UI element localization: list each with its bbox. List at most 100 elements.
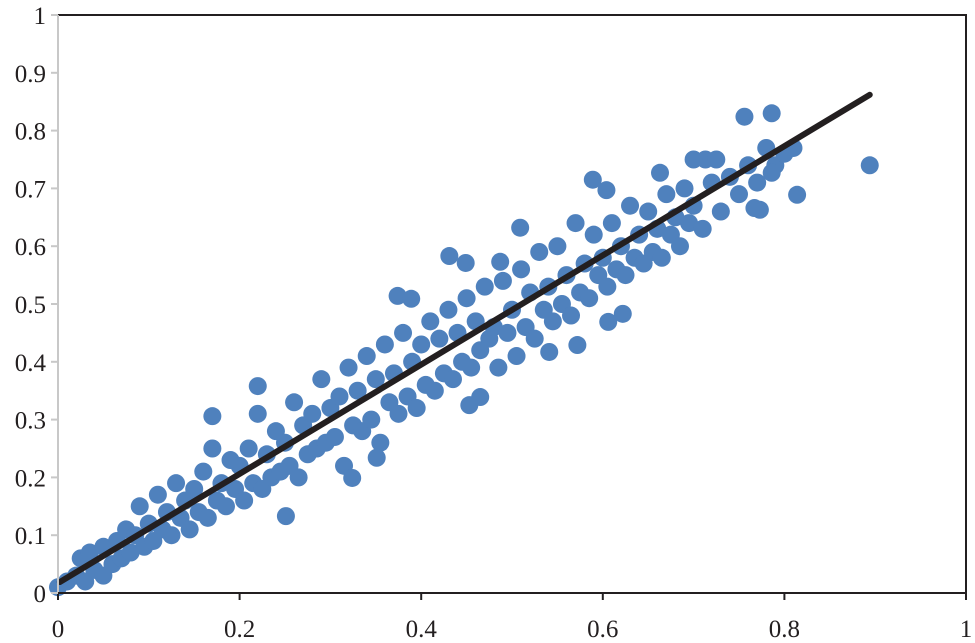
data-point — [148, 485, 167, 504]
data-point — [580, 289, 599, 308]
y-tick-label: 0.1 — [15, 523, 46, 550]
data-point — [745, 199, 764, 218]
data-point — [289, 468, 308, 487]
data-point — [583, 170, 602, 189]
x-tick-label: 0.8 — [769, 616, 800, 643]
data-point — [498, 323, 517, 342]
data-point — [425, 381, 444, 400]
data-point — [525, 329, 544, 348]
data-point — [203, 439, 222, 458]
y-tick-label: 0.2 — [15, 465, 46, 492]
data-point — [491, 252, 510, 271]
data-point — [788, 185, 807, 204]
points-layer — [49, 104, 879, 597]
data-point — [421, 312, 440, 331]
data-point — [407, 399, 426, 418]
data-point — [680, 214, 699, 233]
data-point — [762, 104, 781, 123]
y-tick-label: 0.9 — [15, 61, 46, 88]
y-tick-label: 1 — [34, 3, 47, 30]
data-point — [402, 289, 421, 308]
data-point — [80, 543, 99, 562]
data-point — [130, 497, 149, 516]
data-point — [530, 242, 549, 261]
y-tick-label: 0.6 — [15, 234, 46, 261]
y-tick-label: 0.8 — [15, 119, 46, 146]
data-point — [121, 543, 140, 562]
data-point — [512, 260, 531, 279]
x-tick-label: 0.2 — [224, 616, 255, 643]
data-point — [597, 181, 616, 200]
data-point — [325, 427, 344, 446]
data-point — [693, 219, 712, 238]
data-point — [566, 214, 585, 233]
data-point — [598, 277, 617, 296]
data-point — [670, 237, 689, 256]
data-point — [203, 407, 222, 426]
data-point — [711, 202, 730, 221]
data-point — [388, 286, 407, 305]
data-point — [394, 323, 413, 342]
data-point — [430, 329, 449, 348]
data-point — [439, 300, 458, 319]
data-point — [657, 185, 676, 204]
y-ticks: 0 0.1 0.2 0.3 0.4 0.5 0.6 0.7 0.8 0.9 1 — [15, 3, 58, 608]
data-point — [462, 358, 481, 377]
data-point — [357, 347, 376, 366]
data-point — [339, 358, 358, 377]
data-point — [489, 358, 508, 377]
data-point — [548, 237, 567, 256]
data-point — [235, 491, 254, 510]
fit-line — [56, 91, 873, 586]
data-point — [543, 312, 562, 331]
data-point — [507, 347, 526, 366]
data-point — [443, 370, 462, 389]
data-point — [457, 289, 476, 308]
data-point — [248, 377, 267, 396]
data-point — [735, 107, 754, 126]
data-point — [216, 497, 235, 516]
data-point — [675, 179, 694, 198]
data-point — [471, 388, 490, 407]
data-point — [860, 156, 879, 175]
data-point — [375, 335, 394, 354]
data-point — [639, 202, 658, 221]
data-point — [456, 253, 475, 272]
data-point — [613, 304, 632, 323]
x-ticks: 0 0.2 0.4 0.6 0.8 1 — [52, 593, 972, 643]
data-point — [285, 393, 304, 412]
x-tick-label: 0.4 — [406, 616, 438, 643]
y-tick-label: 0.7 — [15, 176, 46, 203]
data-point — [475, 277, 494, 296]
y-tick-label: 0.5 — [15, 292, 46, 319]
data-point — [194, 462, 213, 481]
data-point — [616, 266, 635, 285]
data-point — [239, 439, 258, 458]
y-tick-label: 0 — [34, 581, 47, 608]
data-point — [730, 185, 748, 204]
data-point — [389, 404, 408, 423]
data-point — [511, 218, 530, 237]
data-point — [584, 225, 603, 244]
data-point — [684, 150, 703, 169]
data-point — [343, 468, 362, 487]
data-point — [312, 370, 331, 389]
data-point — [762, 163, 781, 182]
data-point — [348, 381, 367, 400]
x-tick-label: 0 — [52, 616, 65, 643]
data-point — [440, 247, 459, 266]
data-point — [412, 335, 431, 354]
data-point — [362, 410, 381, 429]
data-point — [621, 196, 640, 215]
data-point — [367, 448, 386, 467]
data-point — [180, 520, 199, 539]
y-tick-label: 0.4 — [15, 350, 47, 377]
data-point — [707, 150, 726, 169]
data-point — [540, 342, 559, 361]
data-point — [167, 474, 186, 493]
data-point — [248, 404, 267, 423]
data-point — [652, 248, 671, 267]
data-point — [748, 173, 767, 192]
y-tick-label: 0.3 — [15, 408, 46, 435]
